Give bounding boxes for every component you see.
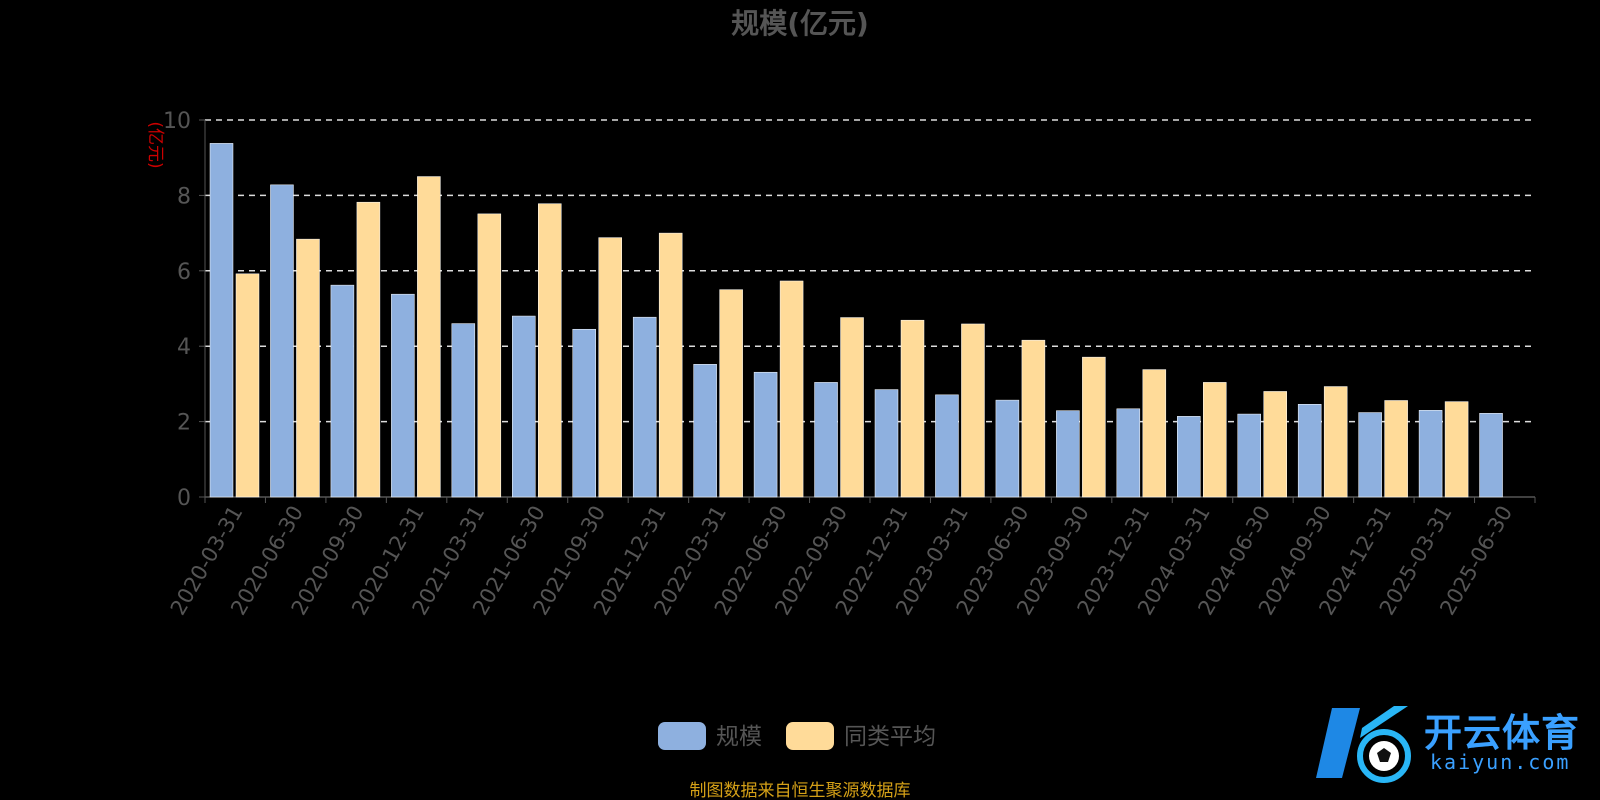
bar-peer-average xyxy=(658,232,683,498)
bar-scale xyxy=(1479,413,1503,498)
source-note: 制图数据来自恒生聚源数据库 xyxy=(690,781,911,800)
bar-peer-average xyxy=(235,273,260,498)
bar-scale xyxy=(330,284,355,498)
bar-peer-average xyxy=(1203,382,1227,498)
bar-peer-average xyxy=(961,323,985,498)
bar-peer-average xyxy=(1082,356,1106,498)
legend-swatch xyxy=(658,722,706,750)
legend-label: 同类平均 xyxy=(844,724,936,750)
bar-scale xyxy=(753,371,778,498)
bar-peer-average xyxy=(1263,391,1287,498)
bar-peer-average xyxy=(779,280,804,498)
bar-scale xyxy=(1418,410,1443,498)
y-tick-label: 10 xyxy=(163,109,191,134)
bar-scale xyxy=(1237,413,1261,498)
bar-peer-average xyxy=(1323,386,1348,498)
bar-scale xyxy=(874,389,899,498)
kaiyun-logo-icon xyxy=(1316,706,1411,783)
bar-peer-average xyxy=(1384,400,1408,498)
bar-scale xyxy=(1297,404,1322,498)
bar-peer-average xyxy=(296,238,320,498)
bar-scale xyxy=(451,323,476,498)
bar-scale xyxy=(693,364,717,498)
bar-scale xyxy=(1056,410,1080,498)
y-tick-label: 8 xyxy=(177,184,191,209)
chart-title: 规模(亿元) xyxy=(731,7,869,40)
bar-peer-average xyxy=(356,201,381,498)
y-tick-label: 4 xyxy=(177,335,191,360)
bar-scale xyxy=(209,143,234,498)
bar-scale xyxy=(1177,416,1201,498)
bar-peer-average xyxy=(477,213,502,498)
watermark-sub: kaiyun.com xyxy=(1430,750,1571,774)
bar-scale xyxy=(935,394,959,498)
bar-scale xyxy=(632,316,657,498)
y-axis-label: (亿元) xyxy=(145,121,165,168)
y-tick-label: 2 xyxy=(177,411,191,436)
y-tick-label: 0 xyxy=(177,486,191,511)
bar-peer-average xyxy=(1444,401,1469,498)
watermark-brand: 开云体育 xyxy=(1424,711,1581,755)
bar-peer-average xyxy=(900,319,925,498)
legend-swatch xyxy=(786,722,834,750)
bar-scale xyxy=(1116,408,1141,498)
bar-scale xyxy=(270,184,294,498)
bar-scale xyxy=(391,293,415,498)
bar-peer-average xyxy=(1021,339,1046,498)
legend-label: 规模 xyxy=(716,724,762,750)
bar-peer-average xyxy=(1142,369,1167,498)
bar-scale xyxy=(512,315,536,498)
bar-peer-average xyxy=(417,176,441,498)
bar-peer-average xyxy=(538,203,562,498)
bar-peer-average xyxy=(840,317,864,498)
bar-scale xyxy=(995,399,1020,498)
bar-scale xyxy=(572,328,596,498)
y-tick-label: 6 xyxy=(177,260,191,285)
bar-scale xyxy=(814,382,838,498)
bar-scale xyxy=(1358,412,1382,498)
bar-peer-average xyxy=(719,289,743,498)
bar-peer-average xyxy=(598,237,622,498)
watermark-logo: 开云体育 kaiyun.com xyxy=(1312,698,1592,788)
